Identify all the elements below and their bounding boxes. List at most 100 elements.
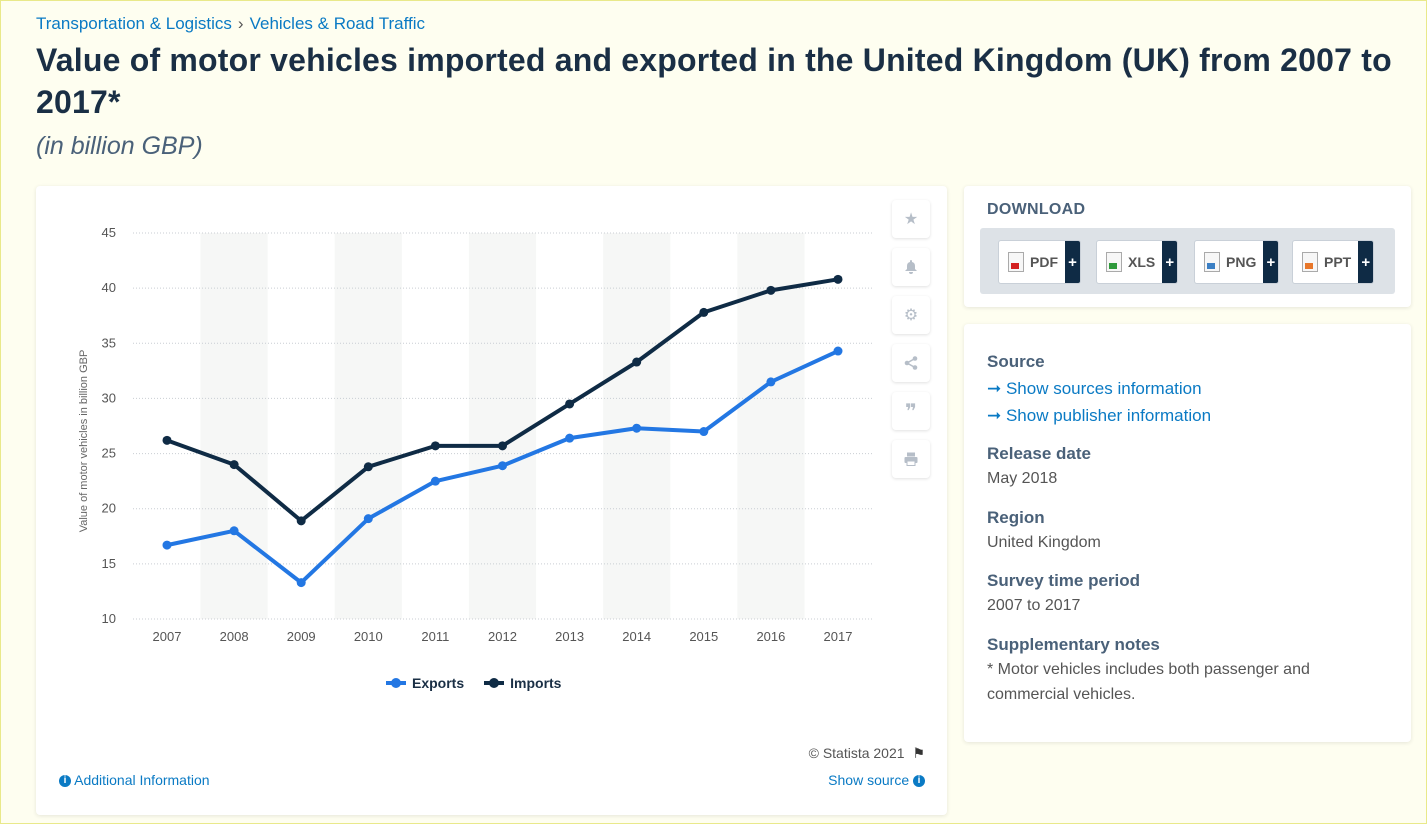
y-tick-label: 45 bbox=[102, 225, 116, 240]
download-xls-label: XLS bbox=[1128, 254, 1156, 270]
y-tick-label: 25 bbox=[102, 446, 116, 461]
data-point-exports bbox=[565, 433, 575, 443]
legend-swatch-exports bbox=[386, 678, 406, 688]
info-icon: i bbox=[59, 775, 71, 788]
print-button[interactable] bbox=[892, 440, 930, 478]
chart-toolbar: ★ ⚙ ❞ bbox=[892, 200, 932, 488]
region-heading: Region bbox=[987, 508, 1045, 527]
download-pdf-button[interactable]: PDF + bbox=[998, 240, 1081, 284]
info-icon: i bbox=[913, 775, 925, 788]
copyright: © Statista 2021 ⚑ bbox=[809, 745, 925, 762]
legend-label-exports: Exports bbox=[412, 675, 465, 691]
meta-card: Source ➞ Show sources information ➞ Show… bbox=[964, 324, 1411, 742]
y-tick-label: 35 bbox=[102, 335, 116, 350]
flag-icon: ⚑ bbox=[912, 745, 925, 761]
y-tick-label: 30 bbox=[102, 390, 116, 405]
data-point-imports bbox=[296, 516, 306, 526]
data-point-imports bbox=[162, 435, 172, 445]
cite-button[interactable]: ❞ bbox=[892, 392, 930, 430]
y-tick-label: 20 bbox=[102, 501, 116, 516]
x-tick-label: 2016 bbox=[756, 629, 785, 644]
pdf-file-icon bbox=[1008, 252, 1024, 272]
y-tick-label: 40 bbox=[102, 280, 116, 295]
download-bar: PDF + XLS + PNG + PPT + bbox=[980, 228, 1395, 294]
data-point-imports bbox=[766, 285, 776, 295]
column-band bbox=[200, 233, 268, 619]
column-band bbox=[334, 233, 402, 619]
show-sources-link[interactable]: ➞ Show sources information bbox=[987, 379, 1202, 398]
survey-period-heading: Survey time period bbox=[987, 571, 1141, 590]
y-tick-label: 10 bbox=[102, 611, 116, 626]
png-file-icon bbox=[1204, 252, 1220, 272]
data-point-exports bbox=[162, 540, 172, 550]
notes-value: * Motor vehicles includes both passenger… bbox=[987, 661, 1310, 703]
share-icon bbox=[904, 356, 918, 370]
legend-item-imports[interactable]: Imports bbox=[484, 675, 561, 691]
y-axis-label: Value of motor vehicles in billion GBP bbox=[78, 350, 90, 533]
show-publisher-link[interactable]: ➞ Show publisher information bbox=[987, 406, 1212, 425]
page-subtitle: (in billion GBP) bbox=[36, 132, 203, 160]
download-xls-button[interactable]: XLS + bbox=[1096, 240, 1179, 284]
show-source-link[interactable]: Show source i bbox=[828, 772, 925, 788]
quote-icon: ❞ bbox=[905, 400, 917, 423]
legend-swatch-imports bbox=[484, 678, 505, 688]
plus-icon: + bbox=[1065, 241, 1080, 283]
copyright-text: © Statista 2021 bbox=[808, 745, 905, 761]
settings-button[interactable]: ⚙ bbox=[892, 296, 930, 334]
xls-file-icon bbox=[1106, 252, 1122, 272]
star-icon: ★ bbox=[903, 211, 919, 228]
breadcrumb-link-transportation[interactable]: Transportation & Logistics bbox=[36, 14, 232, 33]
source-heading: Source bbox=[987, 352, 1045, 371]
download-png-button[interactable]: PNG + bbox=[1194, 240, 1280, 284]
x-tick-label: 2014 bbox=[622, 629, 651, 644]
release-date-value: May 2018 bbox=[987, 470, 1058, 487]
notes-heading: Supplementary notes bbox=[987, 635, 1160, 654]
x-tick-label: 2009 bbox=[287, 629, 316, 644]
chart-legend: Exports Imports bbox=[386, 675, 561, 691]
data-point-imports bbox=[699, 307, 709, 317]
chart-card: 10 15 20 25 30 35 40 45 2007 2008 2009 2010 2011 2012… bbox=[36, 186, 947, 815]
x-tick-label: 2017 bbox=[824, 629, 853, 644]
notification-button[interactable] bbox=[892, 248, 930, 286]
additional-information-label: Additional Information bbox=[74, 772, 210, 788]
additional-information-link[interactable]: i Additional Information bbox=[59, 772, 210, 788]
x-tick-label: 2010 bbox=[354, 629, 383, 644]
data-point-exports bbox=[766, 377, 776, 387]
release-date-heading: Release date bbox=[987, 444, 1091, 463]
favorite-button[interactable]: ★ bbox=[892, 200, 930, 238]
show-source-label: Show source bbox=[828, 772, 910, 788]
page-title: Value of motor vehicles imported and exp… bbox=[36, 42, 1392, 120]
data-point-exports bbox=[699, 427, 709, 437]
ppt-file-icon bbox=[1302, 252, 1318, 272]
data-point-exports bbox=[296, 578, 306, 588]
x-tick-label: 2008 bbox=[220, 629, 249, 644]
x-tick-label: 2013 bbox=[555, 629, 584, 644]
column-band bbox=[468, 233, 537, 619]
region-value: United Kingdom bbox=[987, 534, 1101, 551]
download-heading: DOWNLOAD bbox=[987, 201, 1086, 218]
x-tick-label: 2007 bbox=[153, 629, 182, 644]
legend-label-imports: Imports bbox=[510, 675, 562, 691]
download-ppt-button[interactable]: PPT + bbox=[1292, 240, 1375, 284]
download-pdf-label: PDF bbox=[1030, 254, 1058, 270]
breadcrumb-link-vehicles[interactable]: Vehicles & Road Traffic bbox=[249, 14, 426, 33]
data-point-exports bbox=[363, 514, 373, 524]
share-button[interactable] bbox=[892, 344, 930, 382]
data-point-imports bbox=[632, 357, 642, 367]
x-tick-label: 2012 bbox=[488, 629, 517, 644]
data-point-imports bbox=[229, 460, 239, 470]
download-ppt-label: PPT bbox=[1324, 254, 1352, 270]
data-point-imports bbox=[833, 274, 843, 284]
data-point-exports bbox=[498, 461, 507, 471]
data-point-exports bbox=[430, 476, 440, 486]
data-point-imports bbox=[498, 441, 507, 451]
bell-icon bbox=[905, 260, 917, 274]
data-point-imports bbox=[430, 441, 440, 451]
x-tick-label: 2015 bbox=[689, 629, 718, 644]
download-png-label: PNG bbox=[1226, 254, 1257, 270]
y-tick-label: 15 bbox=[102, 556, 116, 571]
data-point-exports bbox=[632, 423, 642, 433]
data-point-imports bbox=[565, 399, 575, 409]
data-point-exports bbox=[833, 346, 843, 356]
legend-item-exports[interactable]: Exports bbox=[386, 675, 464, 691]
